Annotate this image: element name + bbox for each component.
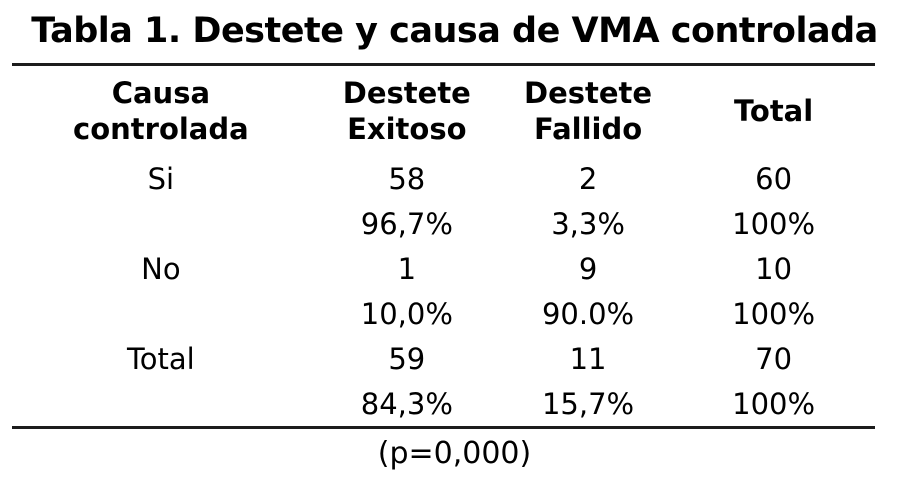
row-label-total: Total bbox=[127, 341, 195, 376]
header-line: Causa bbox=[111, 76, 211, 110]
column-header-causa-controlada: Causa controlada bbox=[12, 66, 310, 156]
cell-total-fallido-count: 11 bbox=[569, 341, 607, 376]
cell-total-total-count: 70 bbox=[755, 341, 793, 376]
table-row-total-counts: Total 59 11 70 bbox=[12, 336, 875, 381]
header-line: Exitoso bbox=[347, 112, 467, 146]
cell-total-fallido-pct: 15,7% bbox=[541, 386, 635, 421]
cell-no-fallido-pct: 90.0% bbox=[541, 296, 635, 331]
cell-no-fallido-count: 9 bbox=[578, 251, 598, 286]
header-line: Destete bbox=[524, 76, 653, 110]
table-row-no-counts: No 1 9 10 bbox=[12, 246, 875, 291]
cell-no-exitoso-count: 1 bbox=[397, 251, 417, 286]
table-row-si-percentages: 96,7% 3,3% 100% bbox=[12, 201, 875, 246]
table-header-row: Causa controlada Destete Exitoso Destete… bbox=[12, 66, 875, 156]
header-line: Fallido bbox=[533, 112, 643, 146]
header-line: controlada bbox=[73, 112, 249, 146]
cell-si-exitoso-pct: 96,7% bbox=[360, 206, 453, 241]
table-row-total-percentages: 84,3% 15,7% 100% bbox=[12, 381, 875, 426]
p-value-note: (p=0,000) bbox=[377, 436, 532, 471]
cell-total-total-pct: 100% bbox=[732, 386, 816, 421]
cell-total-exitoso-pct: 84,3% bbox=[360, 386, 453, 421]
cell-total-exitoso-count: 59 bbox=[388, 341, 426, 376]
results-table: Causa controlada Destete Exitoso Destete… bbox=[12, 63, 875, 429]
cell-no-total-count: 10 bbox=[755, 251, 793, 286]
cell-no-exitoso-pct: 10,0% bbox=[360, 296, 453, 331]
cell-si-exitoso-count: 58 bbox=[388, 161, 426, 196]
table-row-no-percentages: 10,0% 90.0% 100% bbox=[12, 291, 875, 336]
cell-si-total-pct: 100% bbox=[732, 206, 816, 241]
row-label-si: Si bbox=[147, 161, 175, 196]
cell-si-total-count: 60 bbox=[755, 161, 793, 196]
row-label-no: No bbox=[141, 251, 181, 286]
header-line: Destete bbox=[342, 76, 471, 110]
column-header-destete-fallido: Destete Fallido bbox=[504, 66, 672, 156]
cell-si-fallido-pct: 3,3% bbox=[551, 206, 625, 241]
header-line: Total bbox=[733, 94, 814, 128]
cell-no-total-pct: 100% bbox=[732, 296, 816, 331]
column-header-destete-exitoso: Destete Exitoso bbox=[310, 66, 504, 156]
column-header-total: Total bbox=[672, 66, 875, 156]
cell-si-fallido-count: 2 bbox=[578, 161, 598, 196]
table-title: Tabla 1. Destete y causa de VMA controla… bbox=[31, 11, 878, 51]
table-row-si-counts: Si 58 2 60 bbox=[12, 156, 875, 201]
